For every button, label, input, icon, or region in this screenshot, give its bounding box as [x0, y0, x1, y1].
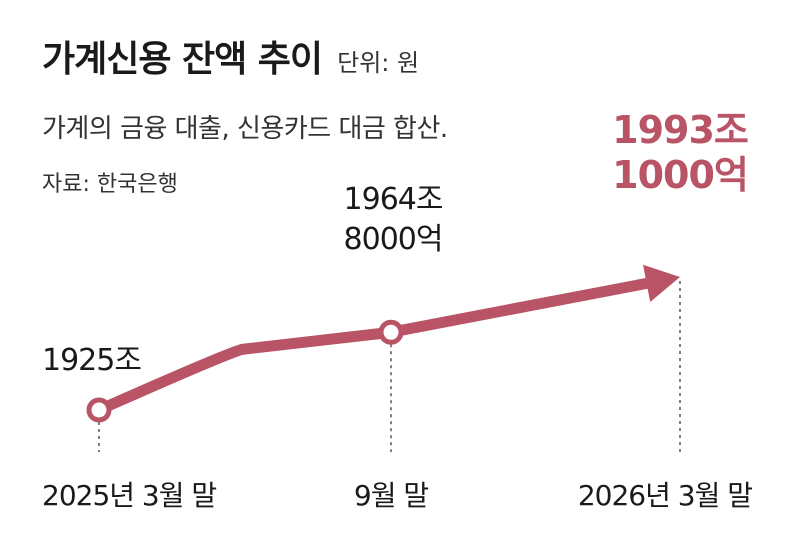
unit-label: 단위: 원 [337, 49, 420, 77]
x-tick-label-1: 2025년 3월 말 [42, 479, 216, 512]
data-label-3: 1000억 [612, 153, 748, 197]
chart-subtitle: 가계의 금융 대출, 신용카드 대금 합산. [42, 114, 448, 144]
data-label-2: 8000억 [344, 222, 443, 257]
source-label: 자료: 한국은행 [42, 172, 178, 197]
data-label-1: 1925조 [42, 343, 141, 378]
x-tick-label-2: 9월 말 [354, 479, 428, 512]
chart-header: 가계신용 잔액 추이 단위: 원 [42, 30, 419, 82]
chart-title: 가계신용 잔액 추이 [42, 39, 323, 80]
arrow-head-marker [643, 264, 680, 303]
x-tick-label-3: 2026년 3월 말 [578, 479, 752, 512]
data-label-2: 1964조 [344, 182, 443, 217]
data-point-2 [378, 319, 404, 345]
data-label-3: 1993조 [612, 108, 748, 152]
series-line [93, 277, 653, 416]
data-point-1 [86, 397, 112, 423]
